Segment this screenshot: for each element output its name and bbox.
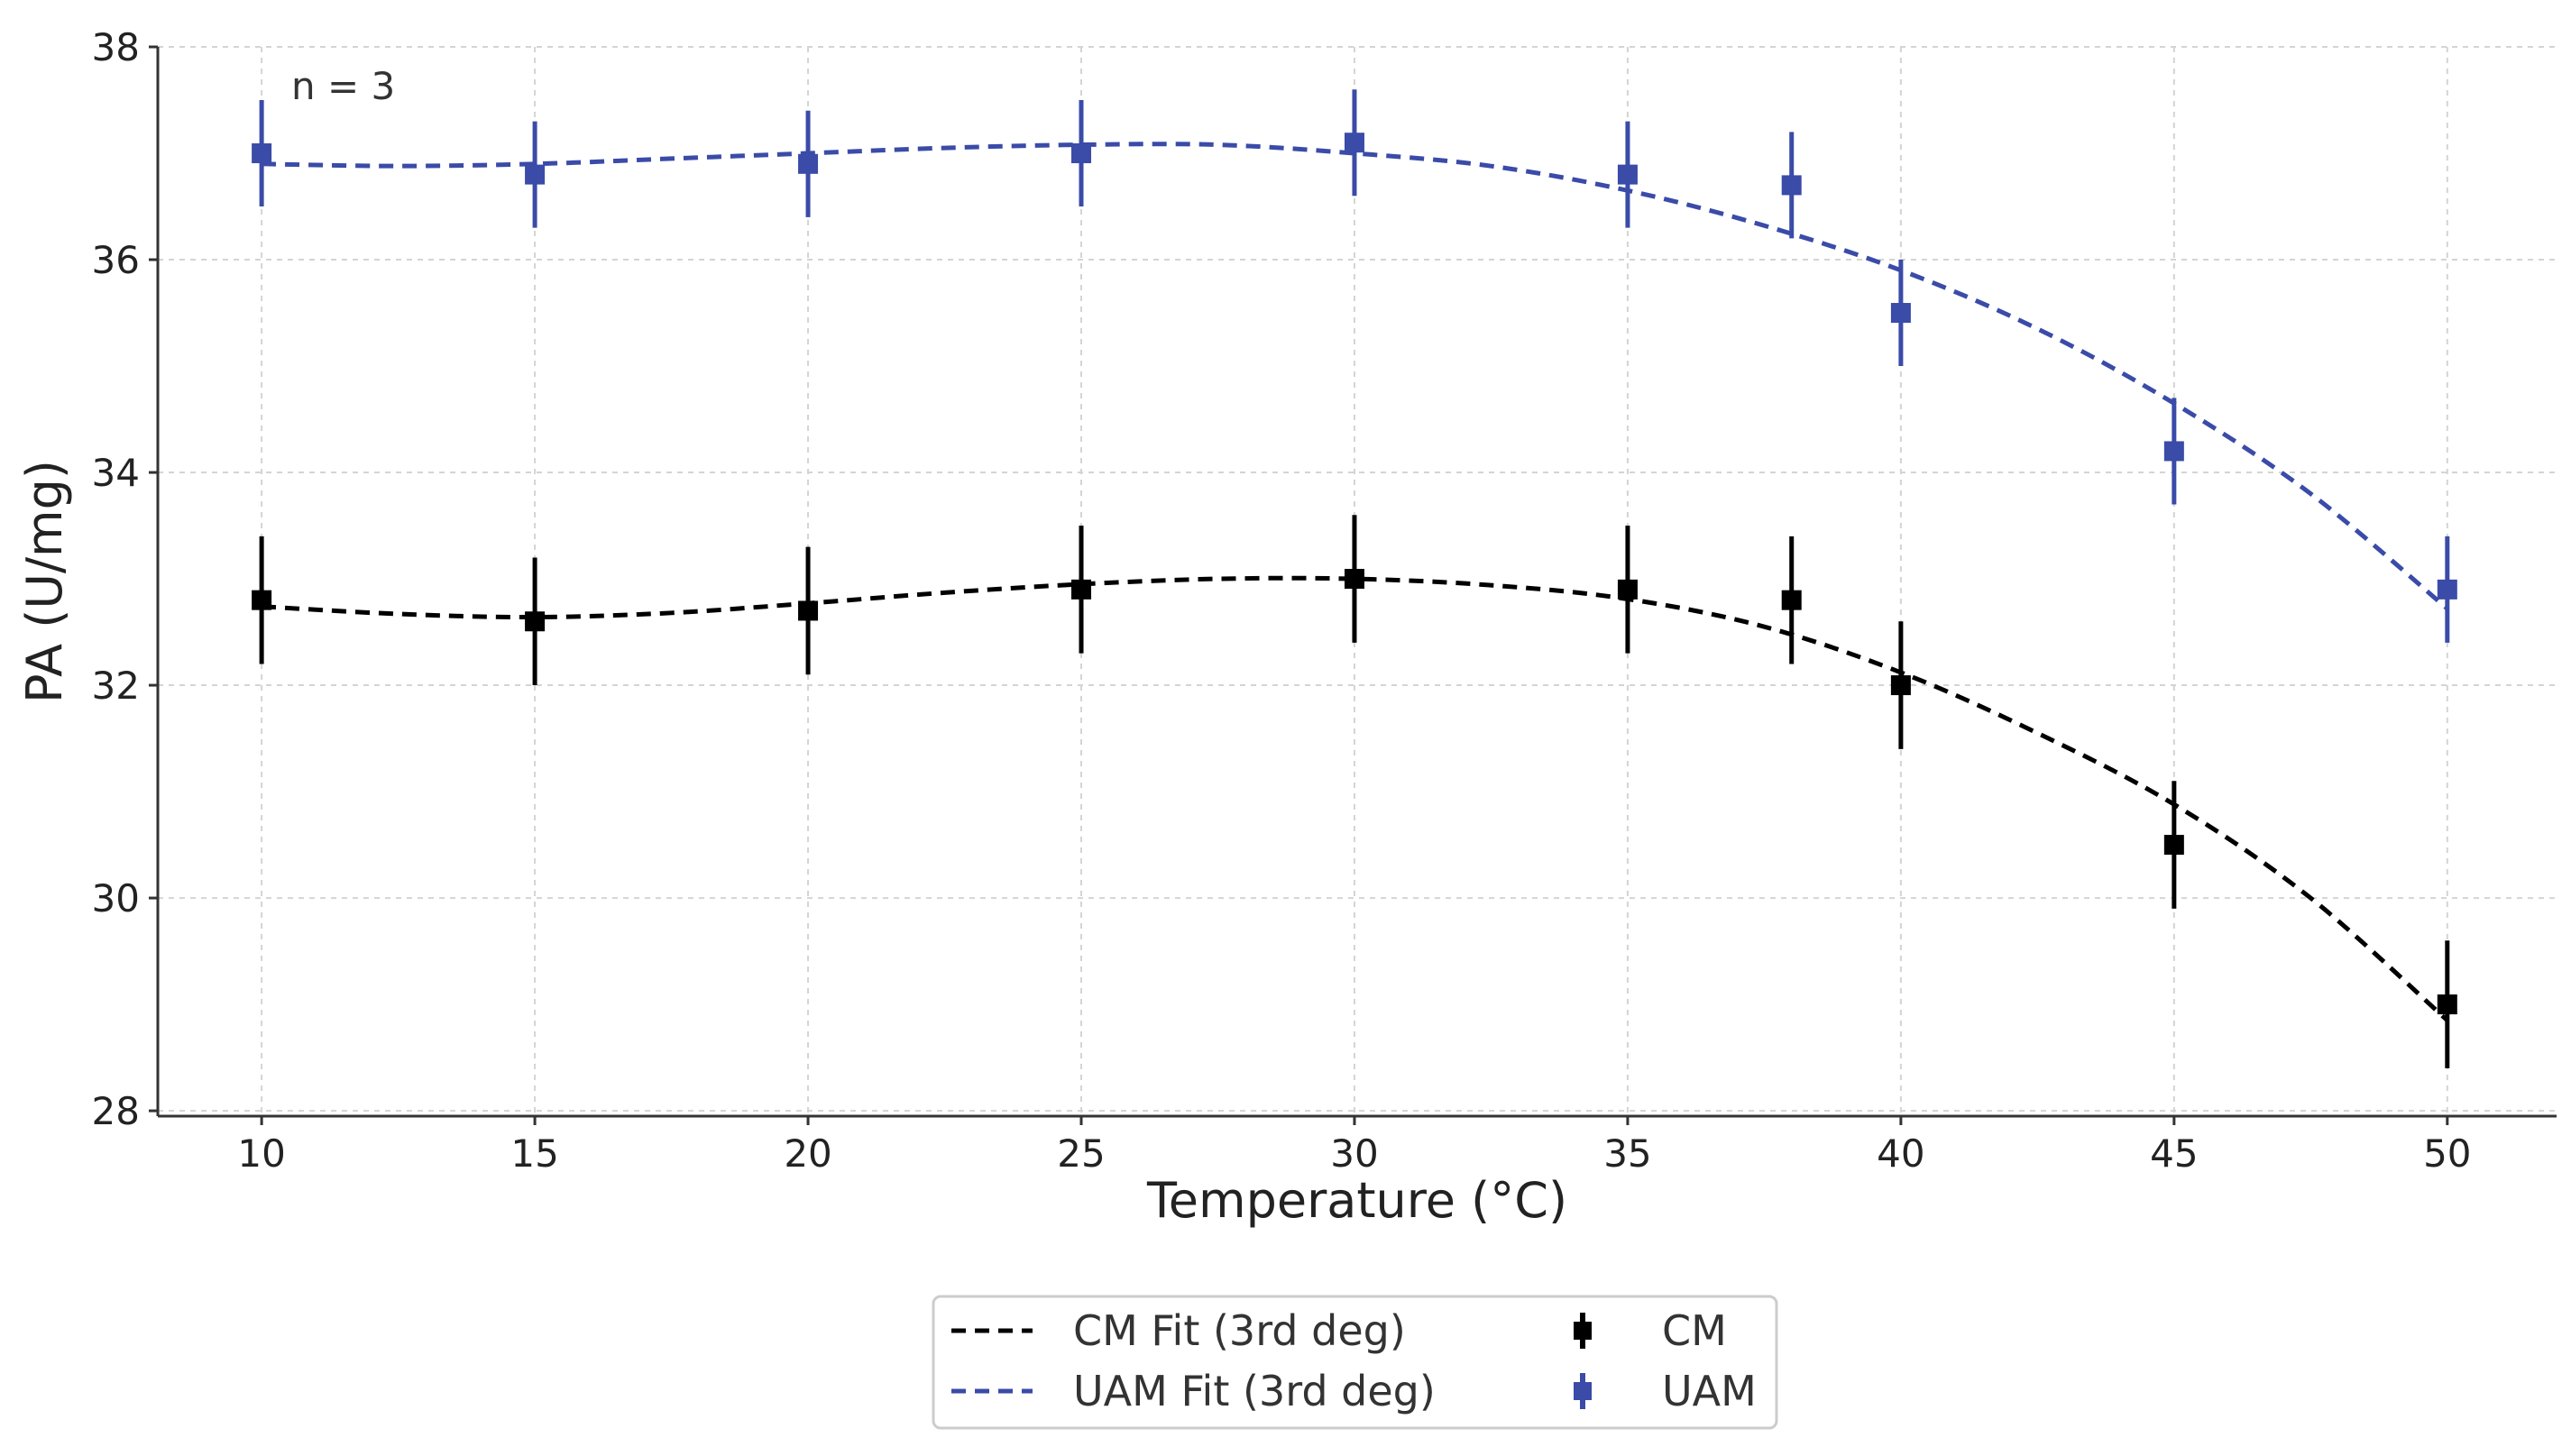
uam-marker bbox=[798, 153, 819, 174]
uam-marker bbox=[1617, 164, 1638, 185]
cm-marker bbox=[1890, 675, 1911, 696]
uam-marker bbox=[1071, 143, 1092, 164]
uam-point bbox=[2163, 398, 2184, 505]
fit-lines bbox=[261, 142, 2449, 1022]
uam-point bbox=[1344, 89, 1364, 197]
cm-marker bbox=[798, 600, 819, 621]
y-tick-label: 32 bbox=[92, 664, 140, 708]
legend-cm-marker bbox=[1574, 1313, 1592, 1349]
cm-point bbox=[798, 546, 819, 675]
uam-marker bbox=[2163, 441, 2184, 462]
legend-uam-marker bbox=[1574, 1373, 1592, 1409]
legend-cm-label: CM bbox=[1662, 1306, 1727, 1355]
uam-fit-3rd-deg-line bbox=[262, 142, 2449, 611]
uam-point bbox=[2437, 536, 2457, 643]
x-tick-label: 30 bbox=[1330, 1131, 1378, 1176]
legend-cm-fit-label: CM Fit (3rd deg) bbox=[1073, 1306, 1406, 1355]
uam-marker bbox=[525, 164, 546, 185]
x-tick-label: 50 bbox=[2423, 1131, 2471, 1176]
cm-point bbox=[1890, 621, 1911, 749]
y-axis-label: PA (U/mg) bbox=[16, 460, 73, 703]
y-tick-label: 36 bbox=[92, 238, 140, 282]
cm-point bbox=[252, 536, 272, 664]
legend-uam-label: UAM bbox=[1662, 1367, 1757, 1415]
cm-point bbox=[2163, 781, 2184, 909]
x-tick-label: 35 bbox=[1603, 1131, 1651, 1176]
cm-marker bbox=[2437, 994, 2457, 1015]
uam-marker bbox=[1344, 133, 1364, 153]
cm-point bbox=[525, 557, 546, 686]
cm-point bbox=[1617, 526, 1638, 654]
ticks: 10 15 20 25 30 35 40 45 50 28 30 32 34 36 38 bbox=[92, 25, 2472, 1176]
uam-marker bbox=[252, 143, 272, 164]
legend-frame bbox=[932, 1295, 1778, 1430]
y-tick-label: 30 bbox=[92, 876, 140, 920]
uam-marker bbox=[1890, 303, 1911, 324]
uam-point bbox=[1781, 132, 1802, 239]
sample-size-annotation: n = 3 bbox=[291, 64, 395, 108]
axes bbox=[156, 47, 2557, 1118]
y-tick-label: 28 bbox=[92, 1089, 140, 1133]
data-points bbox=[252, 89, 2457, 1068]
cm-point bbox=[1781, 536, 1802, 664]
legend-uam-fit-label: UAM Fit (3rd deg) bbox=[1073, 1367, 1436, 1415]
legend: CM Fit (3rd deg) UAM Fit (3rd deg) CM UA… bbox=[932, 1295, 1778, 1430]
cm-marker bbox=[252, 590, 272, 610]
y-tick-label: 34 bbox=[92, 451, 140, 495]
uam-marker bbox=[2437, 579, 2457, 600]
x-tick-label: 15 bbox=[510, 1131, 558, 1176]
cm-marker bbox=[1617, 579, 1638, 600]
uam-point bbox=[1617, 121, 1638, 228]
cm-point bbox=[1344, 515, 1364, 643]
x-tick-label: 40 bbox=[1877, 1131, 1924, 1176]
x-tick-label: 25 bbox=[1057, 1131, 1105, 1176]
uam-point bbox=[1071, 100, 1092, 207]
uam-point bbox=[1890, 260, 1911, 367]
x-axis-label: Temperature (°C) bbox=[1146, 1172, 1567, 1229]
cm-marker bbox=[1781, 590, 1802, 610]
y-tick-label: 38 bbox=[92, 25, 140, 69]
cm-marker bbox=[1071, 579, 1092, 600]
cm-marker bbox=[2163, 835, 2184, 856]
x-tick-label: 20 bbox=[784, 1131, 831, 1176]
uam-point bbox=[525, 121, 546, 228]
uam-point bbox=[252, 100, 272, 207]
cm-point bbox=[1071, 526, 1092, 654]
cm-point bbox=[2437, 940, 2457, 1068]
uam-point bbox=[798, 110, 819, 217]
cm-fit-3rd-deg-line bbox=[261, 575, 2449, 1022]
uam-marker bbox=[1781, 175, 1802, 196]
cm-marker bbox=[1344, 569, 1364, 590]
cm-marker bbox=[525, 611, 546, 632]
x-tick-label: 45 bbox=[2150, 1131, 2198, 1176]
x-tick-label: 10 bbox=[237, 1131, 285, 1176]
